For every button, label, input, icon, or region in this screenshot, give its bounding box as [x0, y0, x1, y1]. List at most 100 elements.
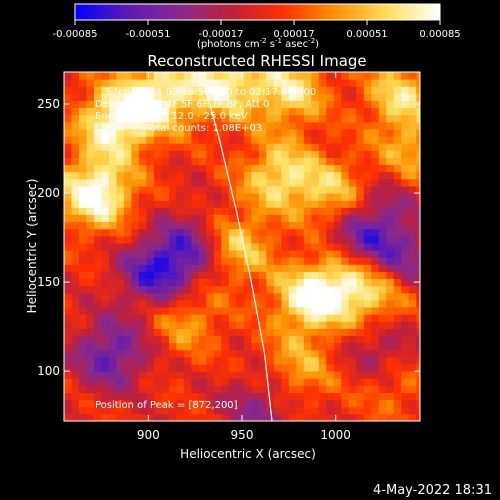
heatmap-cell	[393, 285, 402, 294]
heatmap-cell	[408, 378, 417, 386]
heatmap-cell	[288, 100, 297, 109]
heatmap-cell	[146, 107, 155, 116]
heatmap-cell	[318, 107, 327, 116]
heatmap-cell	[93, 399, 102, 408]
heatmap-cell	[333, 143, 342, 151]
heatmap-cell	[363, 292, 372, 301]
heatmap-cell	[123, 100, 132, 109]
heatmap-cell	[273, 285, 282, 294]
heatmap-cell	[281, 299, 290, 308]
heatmap-cell	[311, 193, 320, 201]
heatmap-cell	[386, 292, 395, 301]
heatmap-cell	[311, 235, 320, 244]
heatmap-cell	[176, 349, 185, 358]
heatmap-cell	[206, 214, 215, 223]
heatmap-cell	[221, 207, 230, 215]
heatmap-cell	[153, 114, 162, 123]
heatmap-cell	[386, 185, 395, 194]
heatmap-cell	[243, 178, 252, 187]
heatmap-cell	[356, 214, 365, 223]
heatmap-cell	[266, 143, 275, 151]
heatmap-cell	[266, 278, 275, 287]
heatmap-cell	[266, 371, 275, 379]
heatmap-cell	[416, 207, 420, 215]
heatmap-cell	[168, 399, 177, 408]
colorbar-tick-label: 0.00051	[346, 29, 387, 40]
heatmap-cell	[273, 349, 282, 358]
heatmap-cell	[93, 285, 102, 294]
heatmap-cell	[296, 406, 305, 415]
heatmap-cell	[401, 178, 410, 187]
heatmap-cell	[333, 72, 342, 80]
heatmap-cell	[146, 378, 155, 386]
heatmap-cell	[401, 364, 410, 372]
heatmap-cell	[251, 107, 260, 116]
heatmap-cell	[303, 378, 312, 386]
heatmap-cell	[93, 264, 102, 272]
heatmap-cell	[221, 136, 230, 144]
heatmap-cell	[318, 79, 327, 87]
heatmap-cell	[198, 143, 207, 151]
heatmap-cell	[183, 235, 192, 244]
heatmap-cell	[93, 136, 102, 144]
heatmap-cell	[161, 321, 170, 329]
heatmap-cell	[71, 364, 80, 372]
heatmap-cell	[386, 356, 395, 365]
heatmap-cell	[108, 228, 117, 237]
heatmap-cell	[198, 171, 207, 180]
heatmap-cell	[116, 292, 125, 301]
heatmap-cell	[206, 406, 215, 415]
heatmap-cell	[326, 207, 335, 215]
heatmap-cell	[258, 321, 267, 329]
heatmap-cell	[221, 371, 230, 379]
heatmap-cell	[213, 193, 222, 201]
heatmap-cell	[258, 307, 267, 315]
heatmap-cell	[251, 392, 260, 401]
heatmap-cell	[176, 385, 185, 394]
heatmap-cell	[363, 328, 372, 337]
heatmap-cell	[138, 221, 147, 230]
heatmap-cell	[221, 228, 230, 237]
heatmap-cell	[348, 285, 357, 294]
heatmap-cell	[161, 150, 170, 158]
heatmap-cell	[393, 136, 402, 144]
heatmap-cell	[348, 399, 357, 408]
heatmap-cell	[86, 207, 95, 215]
heatmap-cell	[221, 349, 230, 358]
heatmap-cell	[86, 128, 95, 137]
heatmap-cell	[311, 178, 320, 187]
heatmap-cell	[341, 93, 350, 101]
heatmap-cell	[71, 242, 80, 251]
heatmap-cell	[101, 221, 110, 230]
heatmap-cell	[416, 200, 420, 208]
heatmap-cell	[266, 107, 275, 116]
heatmap-cell	[273, 385, 282, 394]
heatmap-cell	[116, 285, 125, 294]
heatmap-cell	[161, 200, 170, 208]
heatmap-cell	[206, 207, 215, 215]
heatmap-cell	[71, 328, 80, 337]
heatmap-cell	[386, 307, 395, 315]
heatmap-cell	[183, 86, 192, 94]
heatmap-cell	[93, 349, 102, 358]
heatmap-cell	[326, 371, 335, 379]
heatmap-cell	[288, 413, 297, 421]
heatmap-cell	[326, 235, 335, 244]
heatmap-cell	[311, 328, 320, 337]
heatmap-cell	[236, 107, 245, 116]
heatmap-cell	[303, 278, 312, 287]
colorbar-tick-label: -0.00085	[53, 29, 98, 40]
heatmap-cell	[348, 136, 357, 144]
heatmap-cell	[386, 214, 395, 223]
heatmap-cell	[213, 328, 222, 337]
heatmap-cell	[131, 93, 140, 101]
heatmap-cell	[78, 356, 87, 365]
heatmap-cell	[123, 86, 132, 94]
heatmap-cell	[153, 385, 162, 394]
heatmap-cell	[258, 349, 267, 358]
heatmap-cell	[228, 413, 237, 421]
heatmap-cell	[101, 364, 110, 372]
heatmap-cell	[168, 371, 177, 379]
heatmap-cell	[356, 242, 365, 251]
heatmap-cell	[348, 378, 357, 386]
